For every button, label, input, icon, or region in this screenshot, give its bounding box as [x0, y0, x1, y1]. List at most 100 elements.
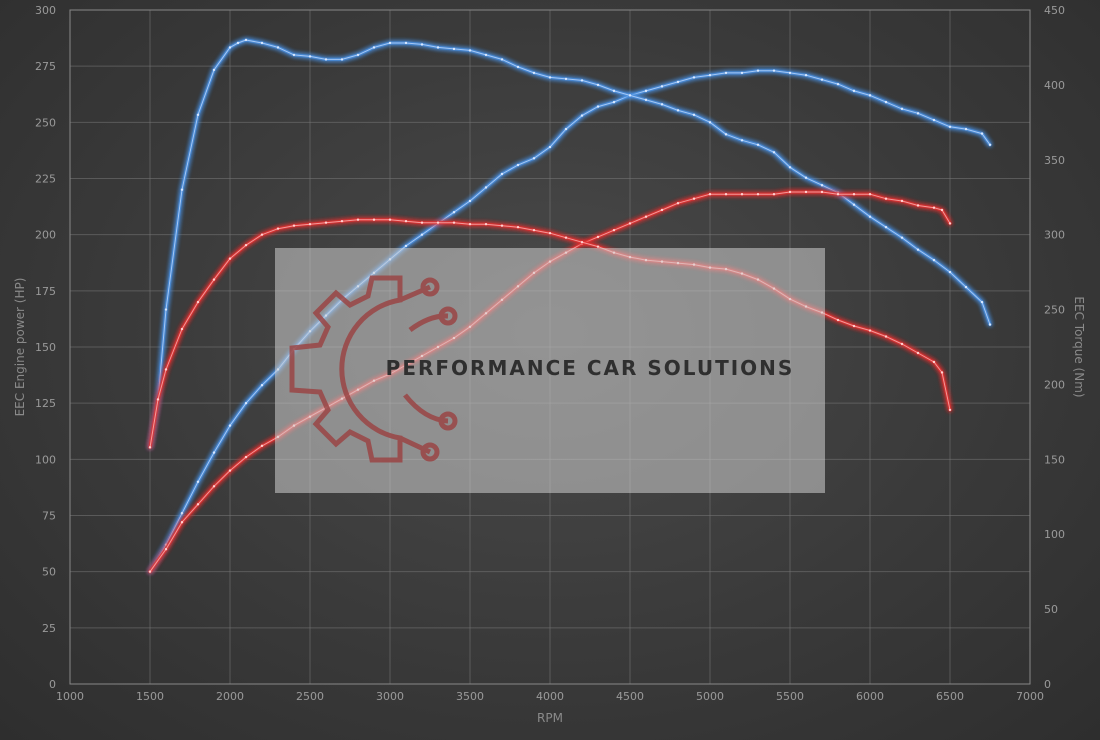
axis-ticks: 1000 1500 2000 2500 3000 3500 4000 4500 5000 5500… — [35, 4, 1065, 703]
data-point — [340, 58, 344, 61]
data-point — [564, 127, 568, 131]
x-tick-label: 1500 — [136, 690, 164, 703]
data-point — [532, 228, 536, 232]
data-point — [916, 112, 920, 115]
data-point — [228, 46, 232, 49]
data-point — [948, 408, 952, 412]
data-point — [372, 46, 376, 49]
data-point — [756, 193, 760, 196]
gear-circuit-logo-icon — [289, 275, 458, 463]
data-point — [644, 98, 648, 102]
x-tick-label: 3500 — [456, 690, 484, 703]
data-point — [932, 258, 936, 262]
data-point — [484, 222, 488, 226]
data-point — [868, 193, 872, 196]
data-point — [292, 53, 296, 57]
data-point — [628, 94, 632, 97]
data-point — [468, 222, 472, 226]
data-point — [564, 236, 568, 239]
data-point — [484, 186, 488, 189]
y-right-tick-label: 450 — [1044, 4, 1065, 17]
data-point — [740, 71, 744, 75]
data-point — [212, 68, 216, 72]
y-right-tick-label: 0 — [1044, 678, 1051, 691]
data-point — [948, 222, 952, 225]
data-point — [276, 227, 280, 230]
data-point — [724, 71, 728, 75]
data-point — [180, 188, 184, 191]
data-point — [836, 193, 840, 196]
x-axis-title: RPM — [537, 711, 563, 725]
data-point — [212, 485, 216, 488]
data-point — [916, 351, 920, 355]
data-point — [900, 342, 904, 346]
y-left-tick-label: 200 — [35, 229, 56, 242]
watermark-text: PERFORMANCE CAR SOLUTIONS — [386, 356, 795, 380]
data-point — [196, 480, 200, 483]
data-point — [964, 127, 968, 131]
data-point — [988, 143, 992, 146]
data-point — [420, 43, 424, 46]
data-point — [148, 446, 152, 449]
y-right-axis-title: EEC Torque (Nm) — [1072, 296, 1086, 397]
x-tick-label: 5500 — [776, 690, 804, 703]
x-tick-label: 4500 — [616, 690, 644, 703]
data-point — [580, 114, 584, 117]
data-point — [836, 318, 840, 322]
plot-frame — [69, 9, 1031, 685]
y-right-tick-label: 50 — [1044, 603, 1058, 616]
data-point — [900, 107, 904, 111]
data-point — [676, 80, 680, 84]
data-point — [260, 41, 264, 45]
data-point — [260, 233, 264, 236]
data-point — [180, 327, 184, 331]
data-point — [932, 206, 936, 209]
data-point — [516, 163, 520, 167]
y-right-tick-label: 250 — [1044, 304, 1065, 317]
data-point — [356, 218, 360, 221]
data-point — [196, 503, 200, 506]
data-point — [500, 172, 504, 176]
data-point — [980, 132, 984, 135]
data-point — [852, 89, 856, 93]
data-point — [988, 323, 992, 326]
x-tick-label: 6500 — [936, 690, 964, 703]
data-point — [852, 324, 856, 328]
y-left-tick-label: 300 — [35, 4, 56, 17]
y-left-tick-label: 125 — [35, 397, 56, 410]
y-right-tick-label: 300 — [1044, 229, 1065, 242]
data-point — [260, 383, 264, 387]
data-point — [884, 225, 888, 229]
data-point — [948, 270, 952, 274]
data-point — [660, 208, 664, 212]
data-point — [164, 308, 168, 311]
x-tick-label: 7000 — [1016, 690, 1044, 703]
data-point — [580, 79, 584, 82]
data-point — [660, 85, 664, 88]
data-point — [452, 221, 456, 224]
data-point — [148, 570, 152, 573]
data-point — [788, 166, 792, 169]
data-point — [708, 73, 712, 77]
data-point — [868, 329, 872, 332]
data-point — [852, 203, 856, 206]
data-point — [772, 151, 776, 154]
data-point — [500, 224, 504, 227]
data-point — [804, 176, 808, 179]
data-point — [660, 103, 664, 106]
x-tick-label: 3000 — [376, 690, 404, 703]
data-point — [340, 219, 344, 223]
data-point — [404, 41, 408, 45]
data-point — [388, 218, 392, 221]
data-point — [228, 469, 232, 472]
data-point — [196, 113, 200, 117]
x-tick-label: 6000 — [856, 690, 884, 703]
data-point — [692, 197, 696, 200]
watermark: PERFORMANCE CAR SOLUTIONS — [275, 248, 825, 493]
data-point — [308, 55, 312, 58]
y-left-tick-label: 75 — [42, 510, 56, 523]
data-point — [940, 208, 944, 212]
data-point — [580, 240, 584, 244]
watermark-panel — [275, 248, 825, 493]
data-point — [708, 121, 712, 124]
